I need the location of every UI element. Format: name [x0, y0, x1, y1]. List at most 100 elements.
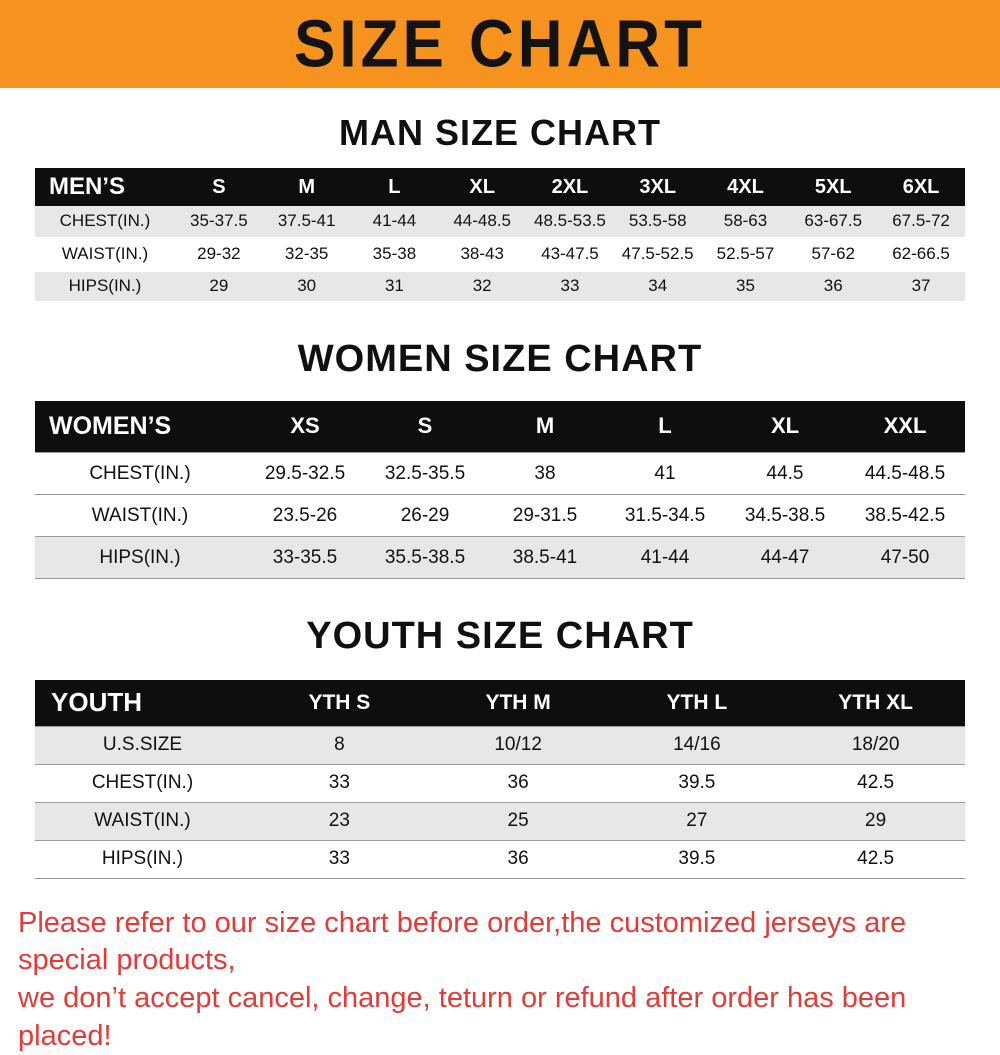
column-header: XS — [245, 401, 365, 453]
column-header: M — [263, 168, 351, 206]
size-value: 23 — [250, 802, 429, 840]
size-value: 33-35.5 — [245, 537, 365, 579]
size-value: 26-29 — [365, 495, 485, 537]
footer-notice: Please refer to our size chart before or… — [0, 905, 1000, 1055]
column-header: L — [351, 168, 439, 206]
size-value: 39.5 — [608, 840, 787, 878]
size-value: 32 — [438, 270, 526, 302]
size-value: 36 — [429, 840, 608, 878]
size-value: 37.5-41 — [263, 206, 351, 238]
column-header: YTH M — [429, 680, 608, 726]
row-label: HIPS(IN.) — [35, 270, 175, 302]
row-label: WAIST(IN.) — [35, 238, 175, 270]
size-value: 33 — [250, 764, 429, 802]
size-value: 30 — [263, 270, 351, 302]
row-label: WAIST(IN.) — [35, 495, 245, 537]
column-header: M — [485, 401, 605, 453]
column-header: 3XL — [614, 168, 702, 206]
column-header: YTH L — [608, 680, 787, 726]
youth-section-heading: YOUTH SIZE CHART — [0, 615, 1000, 658]
size-value: 41-44 — [605, 537, 725, 579]
size-value: 48.5-53.5 — [526, 206, 614, 238]
column-header: 4XL — [702, 168, 790, 206]
column-header: S — [175, 168, 263, 206]
row-label: CHEST(IN.) — [35, 206, 175, 238]
row-label: WAIST(IN.) — [35, 802, 250, 840]
column-header: 6XL — [877, 168, 965, 206]
size-value: 44-48.5 — [438, 206, 526, 238]
banner-title: SIZE CHART — [294, 6, 706, 83]
size-value: 38-43 — [438, 238, 526, 270]
size-value: 36 — [429, 764, 608, 802]
size-value: 41 — [605, 453, 725, 495]
size-value: 10/12 — [429, 726, 608, 764]
column-header: S — [365, 401, 485, 453]
size-value: 29 — [786, 802, 965, 840]
size-value: 44-47 — [725, 537, 845, 579]
column-header: XXL — [845, 401, 965, 453]
size-value: 32-35 — [263, 238, 351, 270]
row-label: CHEST(IN.) — [35, 453, 245, 495]
size-value: 43-47.5 — [526, 238, 614, 270]
size-value: 29-31.5 — [485, 495, 605, 537]
size-value: 42.5 — [786, 764, 965, 802]
size-value: 37 — [877, 270, 965, 302]
men-section-heading: MAN SIZE CHART — [0, 112, 1000, 154]
table-title: WOMEN’S — [35, 401, 245, 453]
size-value: 67.5-72 — [877, 206, 965, 238]
size-value: 53.5-58 — [614, 206, 702, 238]
notice-line-2: we don’t accept cancel, change, teturn o… — [18, 980, 1000, 1055]
size-value: 38.5-41 — [485, 537, 605, 579]
size-value: 27 — [608, 802, 787, 840]
size-value: 47.5-52.5 — [614, 238, 702, 270]
size-value: 34.5-38.5 — [725, 495, 845, 537]
column-header: XL — [438, 168, 526, 206]
size-value: 35 — [702, 270, 790, 302]
column-header: XL — [725, 401, 845, 453]
size-value: 8 — [250, 726, 429, 764]
size-value: 58-63 — [702, 206, 790, 238]
column-header: YTH S — [250, 680, 429, 726]
size-value: 33 — [526, 270, 614, 302]
row-label: HIPS(IN.) — [35, 840, 250, 878]
size-value: 52.5-57 — [702, 238, 790, 270]
size-value: 14/16 — [608, 726, 787, 764]
banner: SIZE CHART — [0, 0, 1000, 88]
size-value: 35-38 — [351, 238, 439, 270]
size-value: 23.5-26 — [245, 495, 365, 537]
size-value: 39.5 — [608, 764, 787, 802]
size-value: 63-67.5 — [789, 206, 877, 238]
row-label: U.S.SIZE — [35, 726, 250, 764]
column-header: 2XL — [526, 168, 614, 206]
size-value: 47-50 — [845, 537, 965, 579]
size-value: 44.5-48.5 — [845, 453, 965, 495]
women-section-heading: WOMEN SIZE CHART — [0, 338, 1000, 381]
size-value: 41-44 — [351, 206, 439, 238]
size-value: 57-62 — [789, 238, 877, 270]
size-value: 29 — [175, 270, 263, 302]
size-value: 33 — [250, 840, 429, 878]
size-value: 44.5 — [725, 453, 845, 495]
size-value: 34 — [614, 270, 702, 302]
size-value: 29.5-32.5 — [245, 453, 365, 495]
size-value: 38.5-42.5 — [845, 495, 965, 537]
size-value: 42.5 — [786, 840, 965, 878]
size-value: 36 — [789, 270, 877, 302]
table-title: YOUTH — [35, 680, 250, 726]
